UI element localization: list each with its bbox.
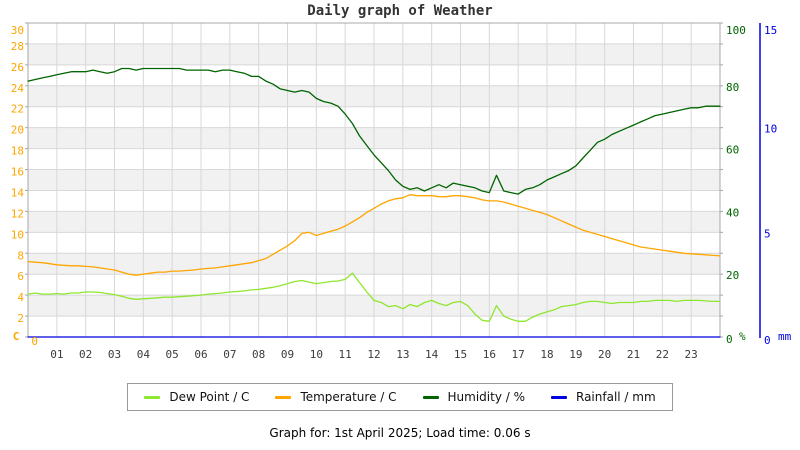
x-axis-tick-label: 16 [483,348,496,361]
legend-label: Temperature / C [300,390,397,404]
x-axis-tick-label: 02 [79,348,92,361]
rain-axis-tick-label: 10 [764,123,777,136]
humidity-axis-unit-label: % [739,330,746,343]
temperature-c-series-line [27,194,721,276]
x-axis-tick-label: 10 [310,348,323,361]
humidity-axis-tick-label: 0 [726,333,733,346]
x-axis-tick-label: 22 [656,348,669,361]
left-axis-tick-label: 2 [17,312,24,325]
x-axis-tick-label: 11 [339,348,352,361]
x-axis-tick-label: 08 [252,348,265,361]
left-axis-tick-label: 6 [17,270,24,283]
x-axis-tick-label: 03 [108,348,121,361]
left-axis-tick-label: 20 [11,124,24,137]
left-axis-tick-label: 26 [11,61,24,74]
humidity-axis-tick-label: 40 [726,206,739,219]
left-axis-tick-label: 12 [11,207,24,220]
legend: Dew Point / C Temperature / C Humidity / %… [0,383,800,411]
left-axis-tick-label: 30 [11,24,24,37]
x-axis-tick-label: 13 [396,348,409,361]
humidity-axis-tick-label: 80 [726,81,739,94]
legend-label: Dew Point / C [169,390,250,404]
rain-axis-unit-label: mm [778,330,792,343]
left-axis-tick-label: 16 [11,166,24,179]
x-axis-tick-label: 06 [194,348,207,361]
left-axis-tick-label: 8 [17,249,24,262]
x-axis-tick-label: 07 [223,348,236,361]
x-axis-tick-label: 17 [512,348,525,361]
humidity-axis-tick-label: 20 [726,269,739,282]
chart-footer: Graph for: 1st April 2025; Load time: 0.… [269,426,531,440]
humidity-axis-tick-label: 100 [726,24,746,37]
legend-label: Humidity / % [447,390,525,404]
x-axis-tick-label: 23 [685,348,698,361]
left-axis-tick-label: 14 [11,186,25,199]
legend-swatch-icon [422,395,439,399]
legend-item: Rainfall / mm [551,390,656,404]
left-axis-tick-label: 22 [11,103,24,116]
left-axis-tick-label: 0 [31,335,38,348]
left-axis-tick-label: 4 [17,291,24,304]
rain-axis-tick-label: 5 [764,227,771,240]
left-axis-tick-label: 18 [11,145,24,158]
rain-axis-tick-label: 0 [764,334,771,347]
left-axis-tick-label: 28 [11,40,24,53]
legend-label: Rainfall / mm [576,390,656,404]
x-axis-tick-label: 09 [281,348,294,361]
legend-item: Temperature / C [275,390,397,404]
x-axis-tick-label: 14 [425,348,439,361]
rain-axis-tick-label: 15 [764,24,777,37]
legend-box: Dew Point / C Temperature / C Humidity / %… [127,383,673,411]
x-axis-tick-label: 05 [166,348,179,361]
legend-swatch-icon [551,395,567,399]
legend-swatch-icon [144,395,161,399]
x-axis-tick-label: 01 [50,348,63,361]
chart-title: Daily graph of Weather [307,3,493,19]
legend-item: Dew Point / C [144,390,249,404]
left-axis-tick-label: 24 [11,82,25,95]
humidity-axis-tick-label: 60 [726,144,739,157]
x-axis-tick-label: 21 [627,348,640,361]
humidity-series-line [27,67,721,195]
dew-point-c-series-line [27,272,721,322]
x-axis-tick-label: 15 [454,348,467,361]
x-axis-tick-label: 18 [540,348,553,361]
x-axis-tick-label: 04 [137,348,151,361]
left-axis-tick-label: 10 [11,228,24,241]
x-axis-tick-label: 12 [367,348,380,361]
legend-swatch-icon [275,395,292,399]
x-axis-tick-label: 20 [598,348,611,361]
legend-item: Humidity / % [422,390,525,404]
left-axis-unit-label: C [13,330,20,343]
x-axis-tick-label: 19 [569,348,582,361]
